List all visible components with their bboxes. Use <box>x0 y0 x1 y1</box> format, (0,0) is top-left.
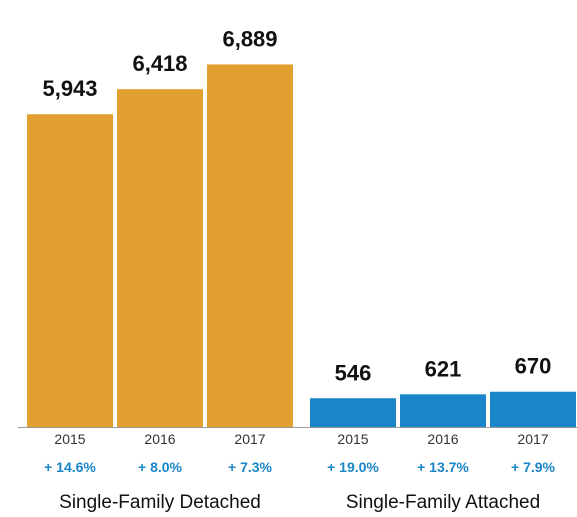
labels-layer: 5,943 2015 + 14.6% 6,418 2016 + 8.0% 6,889 2017… <box>42 26 555 513</box>
change-label: + 14.6% <box>44 459 96 475</box>
bar-attached-2017 <box>490 391 576 427</box>
x-tick-label: 2015 <box>54 431 85 447</box>
value-label: 6,418 <box>132 51 187 76</box>
x-tick-label: 2015 <box>337 431 368 447</box>
value-label: 6,889 <box>222 26 277 51</box>
change-label: + 19.0% <box>327 459 379 475</box>
bar-attached-2016 <box>400 394 486 427</box>
change-label: + 13.7% <box>417 459 469 475</box>
bar-detached-2016 <box>117 89 203 428</box>
change-label: + 8.0% <box>138 459 183 475</box>
bar-attached-2015 <box>310 398 396 427</box>
group-label-detached: Single-Family Detached <box>59 492 261 513</box>
group-label-attached: Single-Family Attached <box>346 492 540 513</box>
bar-detached-2017 <box>207 64 293 427</box>
value-label: 621 <box>425 356 462 381</box>
value-label: 546 <box>335 360 372 385</box>
x-tick-label: 2016 <box>427 431 458 447</box>
value-label: 670 <box>515 354 552 379</box>
x-tick-label: 2017 <box>234 431 265 447</box>
change-label: + 7.9% <box>511 459 556 475</box>
value-label: 5,943 <box>42 76 97 101</box>
bar-detached-2015 <box>27 114 113 428</box>
x-tick-label: 2016 <box>144 431 175 447</box>
x-tick-label: 2017 <box>517 431 548 447</box>
bars-layer <box>27 64 576 428</box>
change-label: + 7.3% <box>228 459 273 475</box>
